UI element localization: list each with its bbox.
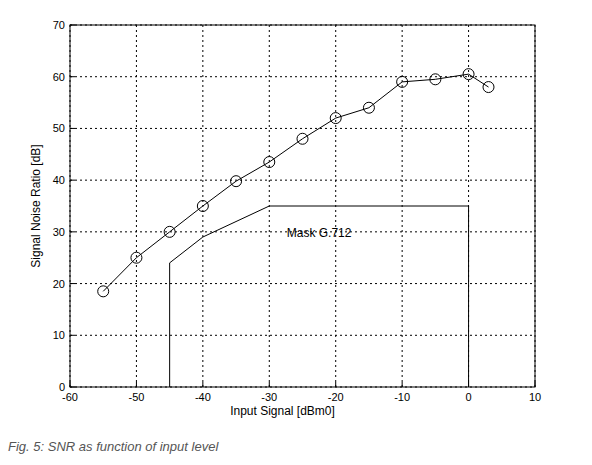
y-tick-label: 50 [53, 122, 65, 134]
marker [164, 226, 175, 237]
y-grid-line [70, 335, 535, 336]
x-tick-label: 0 [466, 391, 472, 403]
x-tick-label: -50 [128, 391, 144, 403]
marker [98, 286, 109, 297]
x-tick [202, 382, 203, 387]
x-tick [70, 382, 71, 387]
marker [483, 82, 494, 93]
y-grid-line [70, 283, 535, 284]
y-tick [70, 335, 75, 336]
marker [397, 76, 408, 87]
marker [231, 176, 242, 187]
mask-label: Mask G.712 [287, 226, 352, 240]
x-tick-label: -30 [261, 391, 277, 403]
y-grid-line [70, 180, 535, 181]
marker [131, 252, 142, 263]
x-tick-label: -40 [195, 391, 211, 403]
marker [430, 74, 441, 85]
y-axis-label: Signal Noise Ratio [dB] [29, 144, 43, 267]
x-axis-label: Input Signal [dBm0] [230, 404, 335, 418]
series-line [103, 74, 488, 291]
grid [70, 25, 535, 387]
x-tick-label: -10 [394, 391, 410, 403]
marker [330, 113, 341, 124]
marker [363, 102, 374, 113]
marker [264, 157, 275, 168]
data [98, 69, 494, 387]
y-tick [70, 76, 75, 77]
x-grid-line [136, 25, 137, 387]
y-tick-label: 70 [53, 19, 65, 31]
y-tick [70, 283, 75, 284]
y-tick-label: 60 [53, 71, 65, 83]
y-tick-label: 20 [53, 278, 65, 290]
x-tick-label: 10 [529, 391, 541, 403]
x-tick [535, 382, 536, 387]
y-tick-label: 10 [53, 329, 65, 341]
caption: Fig. 5: SNR as function of input level [8, 439, 219, 454]
x-tick [136, 382, 137, 387]
y-tick-label: 40 [53, 174, 65, 186]
marker [297, 133, 308, 144]
axes: -60-50-40-30-20-10010010203040506070 [53, 19, 541, 403]
y-tick-label: 0 [59, 381, 65, 393]
y-tick-label: 30 [53, 226, 65, 238]
y-grid-line [70, 76, 535, 77]
x-tick [402, 382, 403, 387]
x-tick-label: -20 [328, 391, 344, 403]
x-tick [269, 382, 270, 387]
x-tick [335, 382, 336, 387]
background [0, 0, 592, 465]
y-grid-line [70, 128, 535, 129]
y-tick [70, 387, 75, 388]
marker [197, 201, 208, 212]
y-tick [70, 180, 75, 181]
series-line [170, 206, 469, 387]
chart: -60-50-40-30-20-10010010203040506070Inpu… [0, 0, 592, 465]
y-tick [70, 231, 75, 232]
y-tick [70, 25, 75, 26]
y-tick [70, 128, 75, 129]
plot-frame [70, 25, 535, 387]
marker [463, 69, 474, 80]
